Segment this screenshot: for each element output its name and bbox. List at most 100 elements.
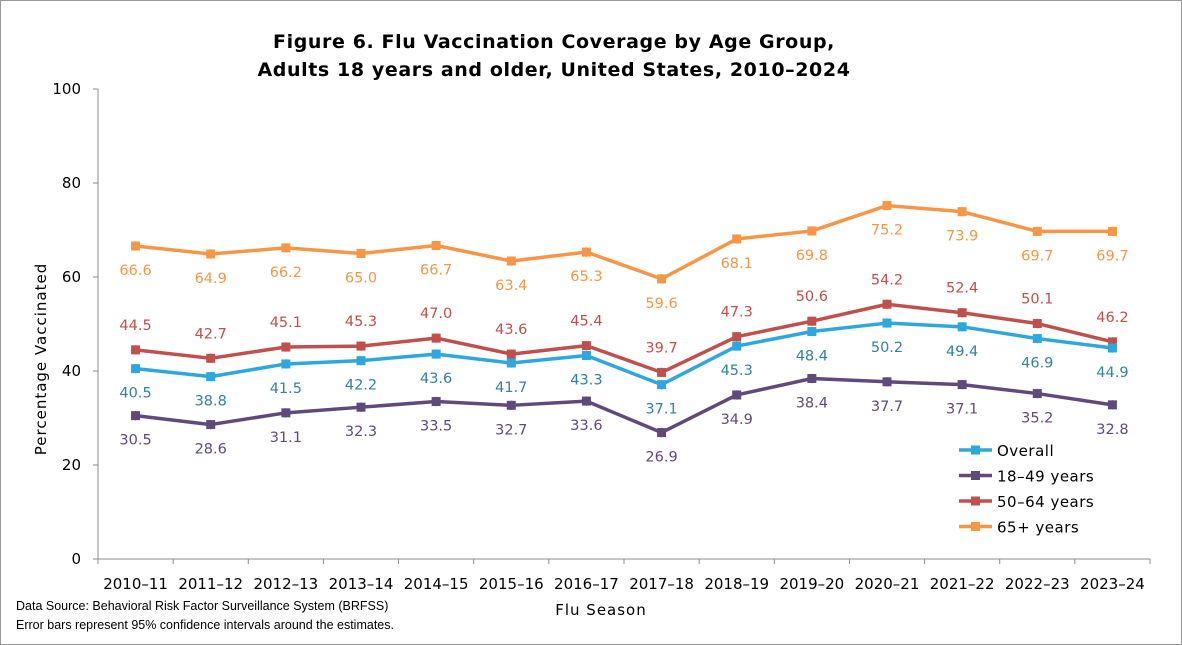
data-point [1032, 226, 1042, 236]
data-point [1107, 343, 1117, 353]
data-label: 44.9 [1096, 365, 1128, 381]
x-tick-label: 2013–14 [329, 575, 394, 593]
data-label: 32.8 [1096, 422, 1128, 438]
series-line-18-49-years [133, 376, 1115, 435]
data-label: 69.7 [1021, 248, 1053, 264]
data-label: 73.9 [946, 229, 978, 245]
legend-label: 65+ years [997, 519, 1079, 537]
data-label: 46.2 [1096, 310, 1128, 326]
data-label: 69.7 [1096, 248, 1128, 264]
data-point [356, 249, 366, 258]
legend-swatch-marker [971, 471, 980, 480]
data-point [1107, 337, 1117, 347]
data-point [732, 234, 742, 244]
x-tick-label: 2017–18 [629, 575, 694, 593]
data-point [131, 241, 141, 251]
data-point [206, 372, 216, 382]
x-tick-label: 2020–21 [855, 575, 920, 593]
data-point [431, 349, 441, 359]
data-label: 47.0 [420, 306, 452, 322]
data-point [657, 428, 667, 438]
data-point [506, 400, 516, 410]
data-label: 32.7 [495, 422, 527, 438]
data-point [882, 377, 892, 387]
data-point [882, 201, 892, 211]
data-label: 37.7 [871, 399, 903, 415]
data-label: 26.9 [645, 450, 677, 466]
y-tick-label: 80 [62, 174, 81, 192]
data-label: 45.4 [570, 314, 602, 330]
data-label: 38.8 [195, 394, 227, 410]
data-label: 45.3 [345, 314, 377, 330]
x-axis-title: Flu Season [555, 601, 647, 619]
legend-label: 18–49 years [997, 468, 1094, 486]
series-50-64-years [131, 299, 1117, 378]
data-label: 50.6 [796, 289, 828, 305]
data-point [506, 349, 516, 359]
data-label: 44.5 [119, 318, 151, 334]
y-tick-label: 40 [62, 362, 81, 380]
data-label: 34.9 [721, 412, 753, 428]
x-tick-label: 2018–19 [704, 575, 769, 593]
data-point [957, 207, 967, 217]
data-label: 45.1 [270, 315, 302, 331]
data-point [206, 249, 216, 259]
data-point [281, 359, 291, 369]
data-label: 32.3 [345, 424, 377, 440]
data-point [807, 226, 817, 236]
data-point [882, 318, 892, 328]
data-point [131, 411, 141, 421]
data-label: 37.1 [946, 402, 978, 418]
data-point [131, 345, 141, 355]
data-label: 66.7 [420, 263, 452, 279]
series-18-49-years [131, 373, 1117, 438]
y-tick-label: 100 [52, 80, 81, 98]
data-point [1032, 334, 1042, 344]
error-bar-note: Error bars represent 95% confidence inte… [16, 618, 394, 632]
data-label: 42.7 [195, 326, 227, 342]
y-tick-label: 20 [62, 456, 81, 474]
data-point [957, 322, 967, 332]
chart-title-line-2: Adults 18 years and older, United States… [257, 59, 850, 81]
series-overall [131, 318, 1117, 390]
x-tick-label: 2021–22 [930, 575, 995, 593]
legend-entry-overall: Overall [959, 442, 1054, 460]
x-tick-label: 2015–16 [479, 575, 544, 593]
data-label: 64.9 [195, 271, 227, 287]
data-point [957, 308, 967, 318]
data-point [581, 247, 591, 257]
series-line-overall [133, 321, 1115, 387]
data-label: 41.5 [270, 381, 302, 397]
data-label: 42.2 [345, 378, 377, 394]
data-point [807, 316, 817, 326]
series-line-65-years [133, 203, 1115, 281]
data-labels-layer: 66.6 64.9 66.2 65.0 66.7 63.4 65.3 59.6 68.1 69.8… [119, 223, 1128, 466]
data-point [657, 274, 667, 284]
x-tick-label: 2010–11 [103, 575, 168, 593]
data-point [431, 397, 441, 407]
data-point [581, 396, 591, 406]
data-point [807, 327, 817, 337]
data-label: 65.0 [345, 271, 377, 287]
series-65-years [131, 200, 1117, 284]
data-label: 41.7 [495, 380, 527, 396]
legend-label: Overall [997, 442, 1054, 460]
data-point [957, 380, 967, 390]
series-line-50-64-years [133, 302, 1115, 375]
data-label: 40.5 [119, 386, 151, 402]
data-point [281, 243, 291, 253]
data-label: 52.4 [946, 281, 978, 297]
data-label: 63.4 [495, 278, 527, 294]
data-label: 54.2 [871, 272, 903, 288]
data-point [506, 256, 516, 266]
data-point [356, 341, 366, 351]
data-label: 49.4 [946, 344, 978, 360]
data-point [807, 374, 817, 384]
data-point [506, 358, 516, 368]
legend-entry-18-49-years: 18–49 years [959, 468, 1094, 486]
data-point [431, 241, 441, 251]
data-label: 43.3 [570, 372, 602, 388]
data-label: 28.6 [195, 442, 227, 458]
